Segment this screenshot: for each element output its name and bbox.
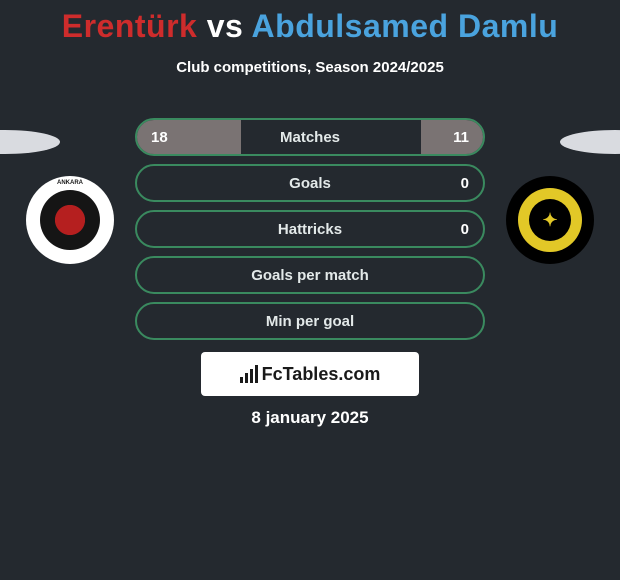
date-text: 8 january 2025 — [0, 408, 620, 428]
badge-left-inner — [40, 190, 100, 250]
stats-bars: 18 Matches 11 Goals 0 Hattricks 0 Goals … — [135, 118, 485, 348]
brand-box[interactable]: FcTables.com — [201, 352, 419, 396]
left-ellipse-decoration — [0, 130, 60, 154]
badge-right-center: ✦ — [529, 199, 571, 241]
stat-row-matches: 18 Matches 11 — [135, 118, 485, 156]
player2-name: Abdulsamed Damlu — [252, 8, 559, 44]
badge-right-ring: ✦ — [518, 188, 582, 252]
badge-left-label: ANKARA — [26, 180, 114, 186]
stat-row-goals: Goals 0 — [135, 164, 485, 202]
vs-text: vs — [207, 8, 244, 44]
stat-right-value: 0 — [461, 212, 469, 246]
club-badge-right: ✦ — [506, 176, 594, 264]
stat-label: Hattricks — [137, 212, 483, 246]
stat-label: Matches — [137, 120, 483, 154]
subtitle: Club competitions, Season 2024/2025 — [0, 59, 620, 76]
eagle-icon: ✦ — [542, 210, 557, 231]
stat-label: Goals — [137, 166, 483, 200]
bar-chart-icon — [240, 365, 258, 383]
stat-label: Min per goal — [137, 304, 483, 338]
stat-row-min-per-goal: Min per goal — [135, 302, 485, 340]
stat-label: Goals per match — [137, 258, 483, 292]
stat-row-goals-per-match: Goals per match — [135, 256, 485, 294]
club-badge-left: ANKARA — [26, 176, 114, 264]
right-ellipse-decoration — [560, 130, 620, 154]
page-title: Erentürk vs Abdulsamed Damlu — [0, 0, 620, 45]
stat-right-value: 11 — [453, 120, 469, 154]
stat-right-value: 0 — [461, 166, 469, 200]
brand-text: FcTables.com — [262, 364, 381, 385]
player1-name: Erentürk — [62, 8, 198, 44]
stat-row-hattricks: Hattricks 0 — [135, 210, 485, 248]
